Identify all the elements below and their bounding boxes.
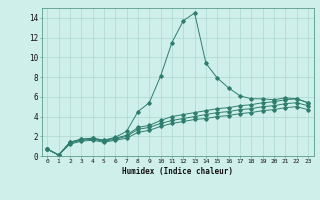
X-axis label: Humidex (Indice chaleur): Humidex (Indice chaleur) (122, 167, 233, 176)
